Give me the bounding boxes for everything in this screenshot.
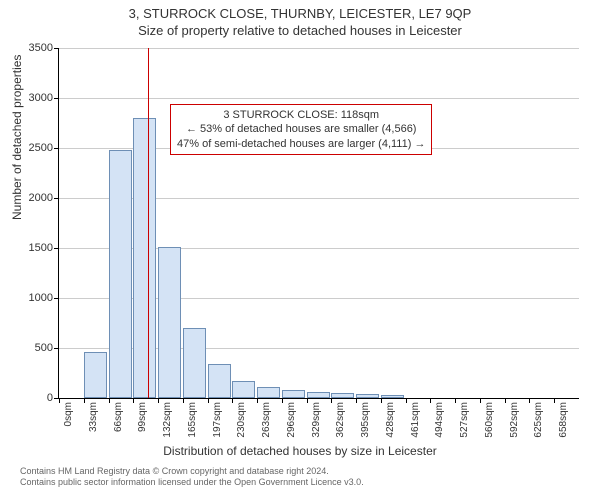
reference-callout: 3 STURROCK CLOSE: 118sqm ← 53% of detach… [170, 104, 432, 155]
xtick-label: 132sqm [162, 402, 173, 438]
xtick-label: 197sqm [212, 402, 223, 438]
ytick-mark [54, 298, 59, 299]
ytick-label: 2000 [13, 192, 53, 204]
xtick-mark [430, 398, 431, 403]
footer: Contains HM Land Registry data © Crown c… [20, 466, 364, 489]
xtick-label: 296sqm [286, 402, 297, 438]
bar [257, 387, 280, 398]
reference-line [148, 48, 149, 398]
xtick-mark [381, 398, 382, 403]
xtick-label: 395sqm [360, 402, 371, 438]
callout-line-2: ← 53% of detached houses are smaller (4,… [177, 122, 425, 136]
xtick-mark [505, 398, 506, 403]
xtick-mark [331, 398, 332, 403]
ytick-label: 1500 [13, 242, 53, 254]
ytick-label: 500 [13, 342, 53, 354]
xtick-label: 263sqm [261, 402, 272, 438]
ytick-mark [54, 98, 59, 99]
ytick-mark [54, 348, 59, 349]
xtick-mark [183, 398, 184, 403]
xtick-mark [109, 398, 110, 403]
xtick-label: 527sqm [459, 402, 470, 438]
title-main: 3, STURROCK CLOSE, THURNBY, LEICESTER, L… [0, 0, 600, 21]
xtick-mark [307, 398, 308, 403]
xtick-mark [554, 398, 555, 403]
bar [158, 247, 181, 398]
xtick-label: 99sqm [137, 402, 148, 432]
bar [331, 393, 354, 398]
bar [381, 395, 404, 398]
xtick-mark [133, 398, 134, 403]
xtick-label: 592sqm [509, 402, 520, 438]
title-sub: Size of property relative to detached ho… [0, 21, 600, 38]
xtick-mark [455, 398, 456, 403]
footer-line-2: Contains public sector information licen… [20, 477, 364, 488]
xtick-mark [356, 398, 357, 403]
xtick-mark [232, 398, 233, 403]
xtick-label: 66sqm [113, 402, 124, 432]
xtick-mark [208, 398, 209, 403]
plot: 05001000150020002500300035000sqm33sqm66s… [58, 48, 579, 399]
ytick-mark [54, 148, 59, 149]
bar [183, 328, 206, 398]
ytick-label: 1000 [13, 292, 53, 304]
xtick-label: 165sqm [187, 402, 198, 438]
ytick-mark [54, 48, 59, 49]
callout-line-3: 47% of semi-detached houses are larger (… [177, 137, 425, 151]
xtick-label: 658sqm [558, 402, 569, 438]
callout-line-1: 3 STURROCK CLOSE: 118sqm [177, 108, 425, 122]
xtick-label: 230sqm [236, 402, 247, 438]
xtick-mark [84, 398, 85, 403]
ytick-mark [54, 198, 59, 199]
xtick-mark [59, 398, 60, 403]
xtick-mark [282, 398, 283, 403]
ytick-label: 0 [13, 392, 53, 404]
bar [282, 390, 305, 398]
bar [356, 394, 379, 398]
bar [109, 150, 132, 398]
ytick-label: 3500 [13, 42, 53, 54]
gridline [59, 48, 579, 49]
xtick-label: 560sqm [484, 402, 495, 438]
bar [307, 392, 330, 398]
xtick-label: 362sqm [335, 402, 346, 438]
chart-container: 3, STURROCK CLOSE, THURNBY, LEICESTER, L… [0, 0, 600, 500]
bar [84, 352, 107, 398]
xtick-mark [158, 398, 159, 403]
xtick-label: 33sqm [88, 402, 99, 432]
xtick-mark [257, 398, 258, 403]
ytick-label: 3000 [13, 92, 53, 104]
x-axis-label: Distribution of detached houses by size … [0, 444, 600, 458]
bar [232, 381, 255, 398]
ytick-label: 2500 [13, 142, 53, 154]
xtick-label: 494sqm [434, 402, 445, 438]
xtick-mark [406, 398, 407, 403]
gridline [59, 98, 579, 99]
xtick-label: 625sqm [533, 402, 544, 438]
xtick-label: 0sqm [63, 402, 74, 426]
footer-line-1: Contains HM Land Registry data © Crown c… [20, 466, 364, 477]
xtick-mark [529, 398, 530, 403]
ytick-mark [54, 248, 59, 249]
bar [133, 118, 156, 398]
bar [208, 364, 231, 398]
xtick-label: 329sqm [311, 402, 322, 438]
chart-area: 05001000150020002500300035000sqm33sqm66s… [58, 48, 578, 398]
xtick-label: 428sqm [385, 402, 396, 438]
xtick-label: 461sqm [410, 402, 421, 438]
xtick-mark [480, 398, 481, 403]
